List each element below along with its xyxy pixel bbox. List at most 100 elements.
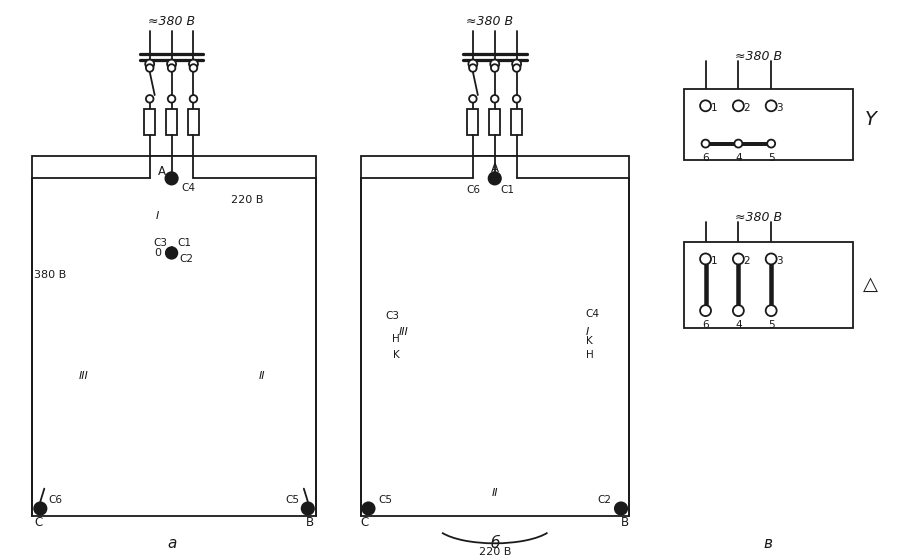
- Circle shape: [767, 139, 775, 147]
- Circle shape: [489, 172, 501, 185]
- Text: H: H: [392, 334, 400, 344]
- Text: 6: 6: [702, 320, 709, 329]
- Text: C2: C2: [179, 254, 194, 264]
- Text: ≈380 В: ≈380 В: [734, 211, 782, 223]
- Bar: [166, 109, 177, 134]
- Text: C3: C3: [386, 311, 400, 321]
- Circle shape: [146, 64, 154, 72]
- Text: B: B: [306, 516, 314, 529]
- Circle shape: [491, 95, 499, 102]
- Circle shape: [733, 254, 743, 264]
- Circle shape: [615, 502, 627, 515]
- Circle shape: [145, 59, 154, 68]
- Circle shape: [733, 305, 743, 316]
- Text: B: B: [621, 516, 629, 529]
- Text: C: C: [360, 516, 369, 529]
- Text: C6: C6: [49, 494, 62, 505]
- Circle shape: [491, 59, 500, 68]
- Text: C1: C1: [500, 185, 515, 195]
- Circle shape: [468, 59, 477, 68]
- Text: 6: 6: [702, 152, 709, 162]
- Circle shape: [363, 502, 374, 515]
- Circle shape: [513, 95, 520, 102]
- Text: A: A: [491, 162, 499, 175]
- Text: C6: C6: [467, 185, 481, 195]
- Circle shape: [469, 95, 477, 102]
- Bar: [684, 242, 852, 328]
- Circle shape: [469, 64, 477, 72]
- Text: 4: 4: [735, 320, 742, 329]
- Text: 2: 2: [743, 103, 750, 113]
- Text: H: H: [586, 351, 593, 361]
- Text: 220 В: 220 В: [479, 547, 511, 557]
- Circle shape: [766, 254, 777, 264]
- Circle shape: [702, 139, 709, 147]
- Circle shape: [734, 139, 742, 147]
- Text: △: △: [863, 276, 878, 295]
- Text: 1: 1: [710, 103, 717, 113]
- Text: 5: 5: [768, 320, 775, 329]
- Text: 5: 5: [768, 152, 775, 162]
- Text: 380 В: 380 В: [34, 270, 67, 280]
- Text: I: I: [156, 211, 159, 221]
- Text: C2: C2: [597, 494, 611, 505]
- Bar: [511, 109, 522, 134]
- Text: III: III: [399, 326, 409, 337]
- Text: 220 В: 220 В: [231, 195, 264, 206]
- Text: C: C: [34, 516, 42, 529]
- Text: C5: C5: [286, 494, 300, 505]
- Circle shape: [34, 502, 47, 515]
- Circle shape: [733, 100, 743, 111]
- Circle shape: [302, 502, 314, 515]
- Bar: [490, 109, 500, 134]
- Bar: [684, 89, 852, 161]
- Text: ≈380 В: ≈380 В: [148, 15, 195, 28]
- Text: III: III: [79, 371, 89, 381]
- Bar: [144, 109, 155, 134]
- Circle shape: [700, 305, 711, 316]
- Bar: [32, 156, 316, 516]
- Text: K: K: [393, 351, 400, 361]
- Text: 3: 3: [776, 103, 783, 113]
- Text: K: K: [586, 337, 592, 347]
- Text: б: б: [491, 536, 500, 551]
- Text: C5: C5: [378, 494, 392, 505]
- Circle shape: [700, 100, 711, 111]
- Text: а: а: [166, 536, 176, 551]
- Circle shape: [766, 100, 777, 111]
- Text: Y: Y: [865, 110, 877, 129]
- Circle shape: [166, 247, 177, 259]
- Circle shape: [766, 305, 777, 316]
- Text: A: A: [158, 165, 166, 178]
- Text: II: II: [491, 488, 498, 498]
- Text: 4: 4: [735, 152, 742, 162]
- Text: C1: C1: [177, 238, 192, 248]
- Text: 1: 1: [710, 256, 717, 266]
- Circle shape: [513, 64, 520, 72]
- Circle shape: [146, 95, 154, 102]
- Circle shape: [190, 64, 197, 72]
- Circle shape: [189, 59, 198, 68]
- Text: 0: 0: [155, 248, 162, 258]
- Text: I: I: [586, 326, 590, 337]
- Bar: [361, 156, 629, 516]
- Circle shape: [700, 254, 711, 264]
- Bar: [467, 109, 478, 134]
- Text: 3: 3: [776, 256, 783, 266]
- Text: в: в: [764, 536, 773, 551]
- Text: C4: C4: [586, 309, 599, 319]
- Text: C4: C4: [182, 183, 195, 193]
- Bar: [188, 109, 199, 134]
- Circle shape: [167, 59, 176, 68]
- Text: 2: 2: [743, 256, 750, 266]
- Circle shape: [190, 95, 197, 102]
- Text: C3: C3: [154, 238, 167, 248]
- Circle shape: [167, 95, 176, 102]
- Circle shape: [491, 64, 499, 72]
- Circle shape: [167, 64, 176, 72]
- Text: ≈380 В: ≈380 В: [466, 15, 513, 28]
- Text: II: II: [258, 371, 265, 381]
- Circle shape: [512, 59, 521, 68]
- Text: ≈380 В: ≈380 В: [734, 50, 782, 63]
- Circle shape: [166, 172, 177, 185]
